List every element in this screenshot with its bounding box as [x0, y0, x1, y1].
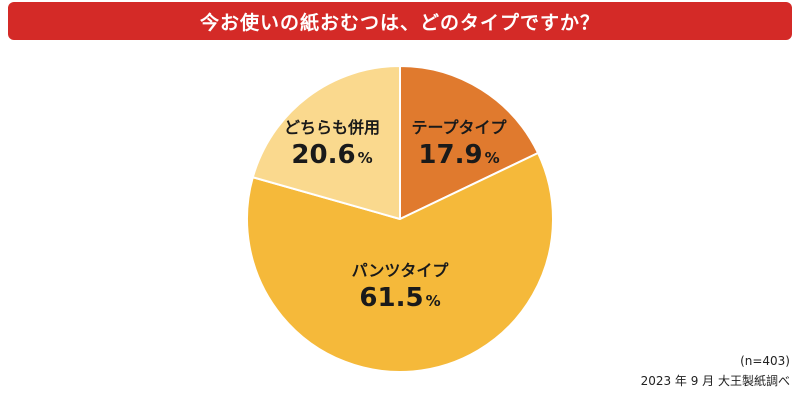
- slice-label-3: どちらも併用: [284, 118, 380, 137]
- slice-value-1: 17.9%: [418, 140, 499, 170]
- slice-value-unit-3: %: [358, 149, 373, 167]
- slice-value-2: 61.5%: [359, 283, 440, 313]
- pie-labels: テープタイプ 17.9 % パンツタイプ 61.5 % どちらも併用 20.6%: [284, 118, 508, 313]
- source-note: 2023 年 9 月 大王製紙調べ: [640, 374, 790, 388]
- pie-slice-1: [399, 65, 540, 220]
- slice-value-3: 20.6%: [291, 140, 372, 170]
- slice-label-2: パンツタイプ: [352, 261, 450, 280]
- slice-value-unit-1: %: [485, 149, 500, 167]
- pie-slice-3: [251, 65, 401, 220]
- slice-value-number-3: 20.6: [291, 140, 355, 170]
- pie-slice-2: [246, 151, 554, 373]
- slice-label-1: テープタイプ: [411, 118, 507, 137]
- slice-value-number-1: 17.9: [418, 140, 482, 170]
- chart-title-bar: 今お使いの紙おむつは、どのタイプですか？: [8, 2, 792, 40]
- chart-title: 今お使いの紙おむつは、どのタイプですか？: [199, 11, 600, 34]
- sample-size-note: (n=403): [740, 354, 790, 368]
- slice-value-unit-2: %: [426, 292, 441, 310]
- slice-value-number-2: 61.5: [359, 283, 423, 313]
- pie-slices: [246, 65, 554, 373]
